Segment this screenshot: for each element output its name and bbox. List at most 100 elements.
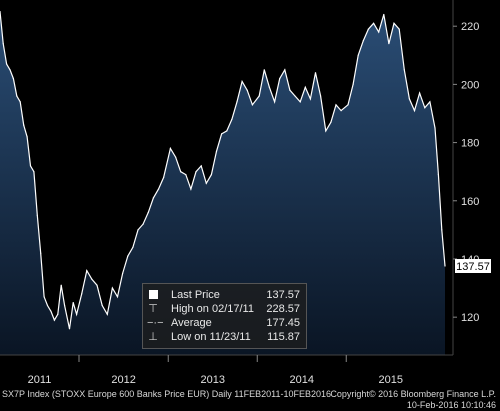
price-point	[180, 171, 182, 173]
legend-last-price-label: Last Price	[171, 289, 220, 301]
price-point	[40, 252, 42, 254]
legend-high-value: 228.57	[266, 303, 300, 315]
price-point	[330, 121, 332, 123]
last-value-tag-box	[455, 259, 491, 273]
legend-low: ⊥ Low on 11/23/11 115.87	[147, 330, 302, 344]
price-point	[111, 287, 113, 289]
y-tick-label: 120	[461, 312, 479, 324]
x-tick-label: 2013	[201, 374, 225, 386]
price-point	[393, 22, 395, 24]
legend-average-value: 177.45	[266, 317, 300, 329]
price-point	[246, 89, 248, 91]
price-point	[408, 98, 410, 100]
price-point	[424, 107, 426, 109]
price-point	[413, 110, 416, 112]
legend-last-price: Last Price 137.57	[147, 288, 302, 302]
y-tick-label: 220	[461, 21, 479, 33]
price-point	[352, 83, 354, 85]
price-point	[268, 86, 270, 88]
price-point	[26, 136, 28, 138]
price-point	[444, 265, 446, 267]
price-point	[72, 302, 74, 304]
price-point	[29, 165, 32, 167]
x-tick-label: 2015	[379, 374, 403, 386]
price-point	[142, 223, 144, 225]
footer-description: SX7P Index (STOXX Europe 600 Banks Price…	[2, 389, 332, 399]
price-point	[429, 101, 431, 103]
price-point	[23, 124, 25, 126]
price-point	[388, 43, 390, 45]
y-tick-label: 180	[461, 138, 479, 150]
price-point	[157, 188, 160, 190]
price-point	[60, 284, 62, 286]
price-point	[116, 296, 119, 298]
x-tick-label: 2012	[111, 374, 135, 386]
legend-high-label: High on 02/17/11	[171, 303, 254, 315]
price-point	[46, 304, 49, 307]
y-tick-label: 200	[461, 79, 479, 91]
price-point	[251, 104, 253, 106]
price-point	[101, 304, 103, 307]
price-point	[12, 78, 14, 80]
last-price-swatch	[149, 290, 158, 299]
price-point	[274, 101, 276, 103]
plot-area	[0, 11, 446, 355]
price-point	[76, 313, 78, 315]
legend-average-label: Average	[171, 317, 212, 329]
price-point	[299, 101, 301, 103]
x-tick-label: 2011	[28, 374, 52, 386]
price-point	[357, 54, 359, 56]
price-point	[53, 319, 56, 321]
price-point	[215, 150, 218, 152]
price-point	[434, 127, 436, 129]
price-point	[258, 95, 260, 97]
price-point	[68, 328, 71, 330]
price-point	[106, 313, 108, 315]
x-tick-label: 2014	[290, 374, 314, 386]
price-point	[367, 28, 369, 30]
price-point	[314, 72, 317, 74]
price-point	[383, 13, 385, 16]
price-point	[403, 69, 405, 71]
price-point	[309, 98, 311, 100]
price-point	[441, 229, 443, 231]
price-point	[169, 147, 171, 149]
price-point	[294, 95, 296, 97]
price-point	[200, 165, 202, 167]
price-point	[210, 174, 212, 176]
price-point	[147, 211, 149, 213]
price-point	[81, 293, 83, 295]
price-point	[398, 28, 400, 30]
price-point	[231, 118, 233, 120]
price-point	[263, 69, 265, 71]
price-point	[378, 31, 380, 33]
price-point	[241, 80, 243, 83]
price-point	[64, 304, 66, 307]
legend-high: ⊤ High on 02/17/11 228.57	[147, 302, 302, 316]
legend-average: −·− Average 177.45	[147, 316, 302, 330]
price-point	[335, 104, 337, 106]
price-point	[320, 95, 322, 97]
price-point	[122, 272, 124, 275]
footer-copyright: Copyright© 2016 Bloomberg Finance L.P.	[330, 389, 496, 399]
price-point	[373, 22, 375, 24]
legend-low-value: 115.87	[267, 331, 300, 343]
legend-last-price-value: 137.57	[266, 289, 300, 301]
price-point	[2, 43, 4, 45]
price-point	[325, 130, 327, 132]
price-point	[127, 255, 129, 257]
low-marker-icon: ⊥	[148, 331, 158, 343]
last-value-tag: 137.57	[455, 259, 491, 273]
price-point	[137, 229, 139, 231]
price-point	[226, 130, 228, 132]
price-point	[279, 78, 281, 80]
price-point	[185, 174, 187, 176]
chart-footer: SX7P Index (STOXX Europe 600 Banks Price…	[0, 387, 500, 411]
price-point	[163, 176, 165, 179]
price-point	[43, 296, 45, 298]
price-point	[437, 174, 439, 176]
price-point	[91, 278, 93, 280]
last-value-tag-text: 137.57	[456, 261, 490, 273]
price-point	[19, 101, 21, 103]
price-point	[347, 104, 349, 106]
